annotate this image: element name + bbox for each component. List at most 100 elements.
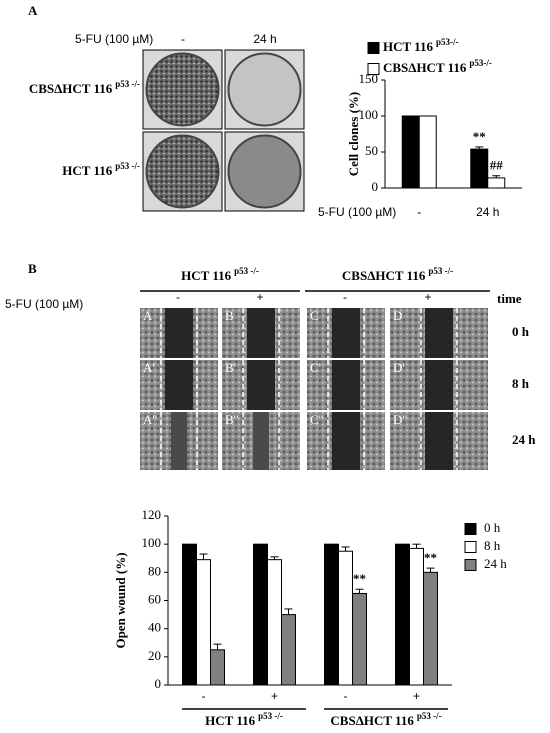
y-tick-label: 50 [365,143,378,158]
legend-swatch [367,63,380,75]
time-label: 8 h [512,376,530,391]
cell-label: B'' [225,412,238,427]
wound [332,412,360,470]
y-axis-label: Cell clones (%) [346,92,361,176]
y-tick-label: 20 [148,648,161,663]
row-label: CBSΔHCT 116 p53 -/- [29,79,140,96]
y-tick-label: 100 [359,107,379,122]
wound [332,308,360,358]
bar [352,592,367,686]
bar [196,559,211,686]
bar [409,547,424,686]
cell-label: C' [310,360,321,375]
bar [281,614,296,686]
legend-label-sup: p53-/- [436,37,459,47]
x-axis-label: 5-FU (100 µM) [318,205,396,219]
row-label-sup: p53 -/- [115,79,140,89]
column-label: - [181,32,185,46]
group-label-sup: p53 -/- [258,711,283,721]
row-label-base: CBSΔHCT 116 [29,81,113,96]
legend-label: 24 h [484,556,507,571]
legend-label: HCT 116 p53-/- [383,37,458,54]
plate [145,52,220,127]
wound [165,308,193,358]
group-label-base: CBSΔHCT 116 [330,713,414,728]
x-tick-label: 24 h [476,205,499,219]
y-axis-label: Open wound (%) [113,552,128,648]
legend-label-base: CBSΔHCT 116 [383,60,467,75]
y-tick-label: 120 [142,507,162,522]
cell-label: C [310,308,319,323]
wound [253,412,269,470]
cell-label: A' [143,360,155,375]
group-label-base: HCT 116 [181,268,231,283]
time-label: 0 h [512,324,530,339]
bar [470,148,489,189]
y-tick-label: 0 [155,676,162,691]
panel-label: A [28,3,38,18]
legend-label-sup: p53-/- [469,58,492,68]
group-label-sup: p53 -/- [234,266,259,276]
x-tick-label: - [417,205,421,219]
time-label: 24 h [512,432,536,447]
legend-swatch [464,523,477,535]
legend-swatch [464,559,477,571]
legend-label: 0 h [484,520,501,535]
x-tick-label: + [271,689,278,703]
cell-label: D'' [393,412,407,427]
x-tick-label: + [413,689,420,703]
bar [182,543,197,686]
bar [210,649,225,686]
wound [425,360,453,410]
legend-swatch [464,541,477,553]
y-tick-label: 80 [148,563,161,578]
cell-label: B' [225,360,236,375]
wound [247,308,275,358]
cell-label: A [143,308,153,323]
group-label: CBSΔHCT 116 p53 -/- [330,711,441,728]
significance-mark: ** [353,571,366,586]
treatment-label: 5-FU (100 µM) [75,32,153,46]
plate [227,134,302,209]
row-label-base: HCT 116 [62,163,112,178]
column-label: 24 h [253,32,276,46]
bar [395,543,410,686]
bar [487,177,506,189]
cell-label: D' [393,360,405,375]
column-label: + [424,290,431,304]
row-label-sup: p53 -/- [115,161,140,171]
significance-mark: ** [473,129,486,144]
bar [324,543,339,686]
significance-mark: ## [490,158,504,173]
legend-label-base: HCT 116 [383,39,433,54]
cell-label: C'' [310,412,323,427]
wound [425,308,453,358]
group-label-base: HCT 116 [205,713,255,728]
x-tick-label: - [202,689,206,703]
legend-label: 8 h [484,538,501,553]
time-header: time [497,291,522,306]
group-label: CBSΔHCT 116 p53 -/- [342,266,453,283]
group-label: HCT 116 p53 -/- [181,266,259,283]
wound [332,360,360,410]
treatment-label: 5-FU (100 µM) [5,297,83,311]
cell-label: D [393,308,402,323]
y-tick-label: 40 [148,620,161,635]
cell-label: B [225,308,234,323]
group-label-sup: p53 -/- [417,711,442,721]
y-tick-label: 100 [142,535,162,550]
column-label: - [176,290,180,304]
plate [145,134,220,209]
y-tick-label: 60 [148,591,161,606]
bar [267,559,282,686]
y-tick-label: 0 [372,179,379,194]
plate [227,52,302,127]
bar [338,550,353,686]
row-label: HCT 116 p53 -/- [62,161,140,178]
column-label: + [256,290,263,304]
bar [418,115,437,189]
panel-label: B [28,261,37,276]
group-label: HCT 116 p53 -/- [205,711,283,728]
legend-swatch [367,42,380,54]
